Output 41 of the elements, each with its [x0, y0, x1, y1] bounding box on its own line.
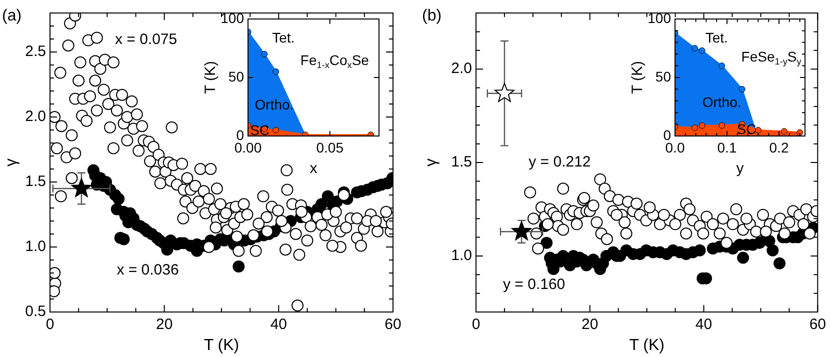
y-axis-title: T (K) — [202, 60, 220, 94]
y-tick-label: 2.0 — [25, 108, 46, 126]
x-tick-label: 40 — [270, 316, 288, 334]
y-tick-label: 100 — [220, 10, 244, 26]
y-axis-title: T (K) — [629, 60, 646, 94]
annotation: SC — [250, 122, 270, 138]
annotation: Tet. — [705, 30, 728, 46]
x-tick-label: 60 — [809, 316, 826, 334]
annotation: Ortho. — [254, 96, 294, 112]
y-tick-label: 2.0 — [451, 60, 472, 78]
series-label: x = 0.036 — [116, 261, 179, 278]
y-axis-title: γ — [423, 158, 440, 166]
y-tick-label: 1.5 — [25, 173, 46, 190]
series-label: y = 0.160 — [503, 276, 566, 294]
x-tick-label: 60 — [384, 316, 402, 334]
x-axis-title: y — [736, 160, 744, 178]
y-tick-label: 1.0 — [25, 238, 46, 256]
x-tick-label: 0.1 — [717, 139, 737, 156]
x-tick-label: 20 — [582, 316, 598, 334]
y-axis-title: γ — [3, 158, 20, 166]
annotation: SC — [736, 121, 756, 138]
x-tick-label: 0.2 — [769, 139, 789, 156]
x-tick-label: 40 — [695, 316, 712, 334]
series-label: y = 0.212 — [528, 154, 591, 171]
x-tick-label: 20 — [156, 316, 173, 334]
x-axis-title: T (K) — [629, 336, 664, 354]
y-tick-label: 1.0 — [451, 247, 472, 264]
y-tick-label: 50 — [655, 68, 672, 84]
y-tick-label: 2.5 — [25, 43, 46, 60]
y-tick-label: 50 — [228, 68, 244, 84]
chart-title: (b) — [422, 7, 442, 24]
y-tick-label: 1.5 — [451, 154, 472, 171]
x-axis-title: x — [310, 160, 318, 178]
annotation: Ortho. — [702, 94, 742, 110]
legend-label: x = 0.075 — [114, 31, 178, 48]
chart-title: (a) — [2, 7, 22, 24]
y-tick-label: 0.5 — [25, 303, 46, 320]
y-tick-label: 100 — [648, 10, 672, 26]
x-axis-title: T (K) — [204, 336, 240, 354]
annotation: Tet. — [272, 30, 295, 46]
x-tick-label: 0.05 — [316, 139, 344, 156]
